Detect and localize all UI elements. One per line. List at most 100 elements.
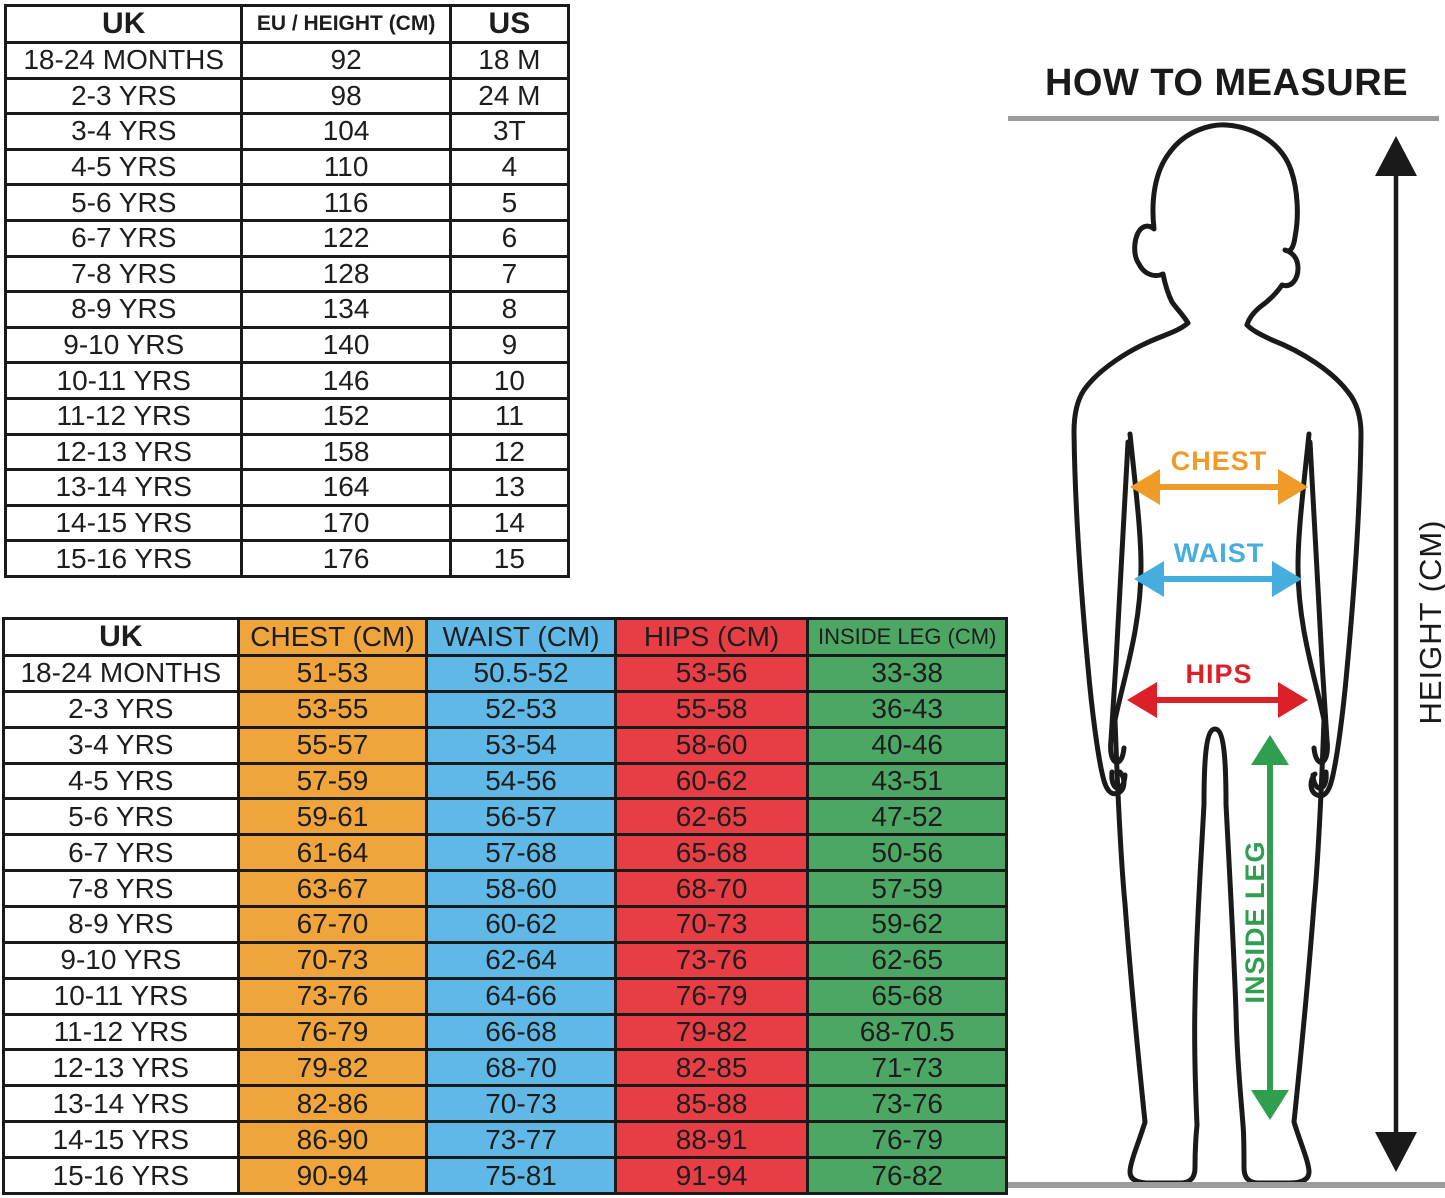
- cell: 65-68: [806, 976, 1008, 1016]
- cell: 6-7 YRS: [3, 218, 244, 258]
- body-left-arm: [1071, 320, 1191, 797]
- cell: 5-6 YRS: [2, 797, 240, 837]
- table-row: 6-7 YRS 61-64 57-68 65-68 50-56: [2, 833, 1008, 873]
- cell: 79-82: [236, 1048, 429, 1088]
- cell: 152: [240, 396, 452, 436]
- cell: 53-56: [613, 654, 810, 693]
- chest-label: CHEST: [1171, 446, 1268, 476]
- table-row: 7-8 YRS 63-67 58-60 68-70 57-59: [2, 869, 1008, 909]
- cell: 43-51: [806, 761, 1008, 801]
- cell: 164: [240, 468, 452, 507]
- cell: 64-66: [425, 976, 617, 1016]
- cell: 3-4 YRS: [2, 725, 240, 765]
- table-row: 13-14 YRS 164 13: [3, 468, 571, 507]
- table-row: 6-7 YRS 122 6: [3, 218, 571, 258]
- cell: 79-82: [613, 1012, 810, 1052]
- table-row: 3-4 YRS 55-57 53-54 58-60 40-46: [2, 725, 1008, 765]
- cell: 33-38: [806, 654, 1008, 693]
- cell: 4: [448, 147, 571, 187]
- cell: 76-82: [806, 1156, 1008, 1195]
- cell: 6: [448, 218, 571, 258]
- cell: 47-52: [806, 797, 1008, 837]
- cell: 12-13 YRS: [3, 432, 244, 472]
- table-row: 4-5 YRS 57-59 54-56 60-62 43-51: [2, 761, 1008, 801]
- cell: 8-9 YRS: [3, 290, 244, 329]
- height-arrowhead-top: [1375, 136, 1417, 176]
- cell: 70-73: [425, 1084, 617, 1124]
- column-header: EU / HEIGHT (CM): [240, 4, 452, 44]
- cell: 50.5-52: [425, 654, 617, 693]
- hips-arrowhead-left: [1127, 682, 1157, 718]
- cell: 66-68: [425, 1012, 617, 1052]
- cell: 56-57: [425, 797, 617, 837]
- cell: 59-62: [806, 905, 1008, 944]
- cell: 12-13 YRS: [2, 1048, 240, 1088]
- table-row: 10-11 YRS 73-76 64-66 76-79 65-68: [2, 976, 1008, 1016]
- cell: 98: [240, 76, 452, 116]
- table-row: 18-24 MONTHS 92 18 M: [3, 41, 571, 80]
- cell: 15-16 YRS: [2, 1156, 240, 1195]
- cell: 73-77: [425, 1120, 617, 1160]
- waist-arrowhead-right: [1272, 561, 1302, 597]
- cell: 128: [240, 254, 452, 294]
- cell: 3-4 YRS: [3, 112, 244, 151]
- table-row: 14-15 YRS 170 14: [3, 503, 571, 543]
- table-row: 7-8 YRS 128 7: [3, 254, 571, 294]
- hips-label: HIPS: [1185, 659, 1252, 689]
- cell: 110: [240, 147, 452, 187]
- cell: 70-73: [613, 905, 810, 944]
- cell: 2-3 YRS: [2, 689, 240, 729]
- cell: 10: [448, 361, 571, 400]
- body-torso-legs: [1112, 431, 1327, 1186]
- cell: 13-14 YRS: [2, 1084, 240, 1124]
- cell: 13: [448, 468, 571, 507]
- column-header: US: [448, 4, 571, 44]
- cell: 82-85: [613, 1048, 810, 1088]
- cell: 2-3 YRS: [3, 76, 244, 116]
- table-row: 11-12 YRS 152 11: [3, 396, 571, 436]
- height-arrow: HEIGHT (CM): [1375, 136, 1445, 1172]
- cell: 90-94: [236, 1156, 429, 1195]
- cell: 55-57: [236, 725, 429, 765]
- cell: 4-5 YRS: [2, 761, 240, 801]
- cell: 13-14 YRS: [3, 468, 244, 507]
- cell: 57-68: [425, 833, 617, 873]
- body-measurement-table: UK CHEST (CM) WAIST (CM) HIPS (CM) INSIDE LE…: [2, 617, 1008, 1195]
- table-row: 2-3 YRS 98 24 M: [3, 76, 571, 116]
- inside-leg-label: INSIDE LEG: [1240, 840, 1270, 1003]
- cell: 86-90: [236, 1120, 429, 1160]
- cell: 60-62: [425, 905, 617, 944]
- cell: 8: [448, 290, 571, 329]
- body-right-arm: [1244, 322, 1364, 799]
- cell: 134: [240, 290, 452, 329]
- table-row: 15-16 YRS 176 15: [3, 539, 571, 578]
- cell: 51-53: [236, 654, 429, 693]
- cell: 67-70: [236, 905, 429, 944]
- column-header: WAIST (CM): [425, 617, 617, 657]
- table-row: 10-11 YRS 146 10: [3, 361, 571, 400]
- cell: 57-59: [236, 761, 429, 801]
- cell: 11-12 YRS: [3, 396, 244, 436]
- cell: 60-62: [613, 761, 810, 801]
- cell: 15: [448, 539, 571, 578]
- cell: 10-11 YRS: [3, 361, 244, 400]
- cell: 5: [448, 183, 571, 222]
- header-row: UK EU / HEIGHT (CM) US: [3, 4, 571, 44]
- cell: 9-10 YRS: [2, 940, 240, 980]
- cell: 140: [240, 325, 452, 365]
- hips-arrow: HIPS: [1127, 659, 1308, 718]
- cell: 62-65: [806, 940, 1008, 980]
- cell: 65-68: [613, 833, 810, 873]
- body-head: [1132, 122, 1301, 328]
- cell: 15-16 YRS: [3, 539, 244, 578]
- cell: 73-76: [613, 940, 810, 980]
- cell: 7-8 YRS: [2, 869, 240, 909]
- cell: 170: [240, 503, 452, 543]
- cell: 76-79: [236, 1012, 429, 1052]
- cell: 10-11 YRS: [2, 976, 240, 1016]
- cell: 6-7 YRS: [2, 833, 240, 873]
- column-header: UK: [3, 4, 244, 44]
- cell: 53-54: [425, 725, 617, 765]
- cell: 75-81: [425, 1156, 617, 1195]
